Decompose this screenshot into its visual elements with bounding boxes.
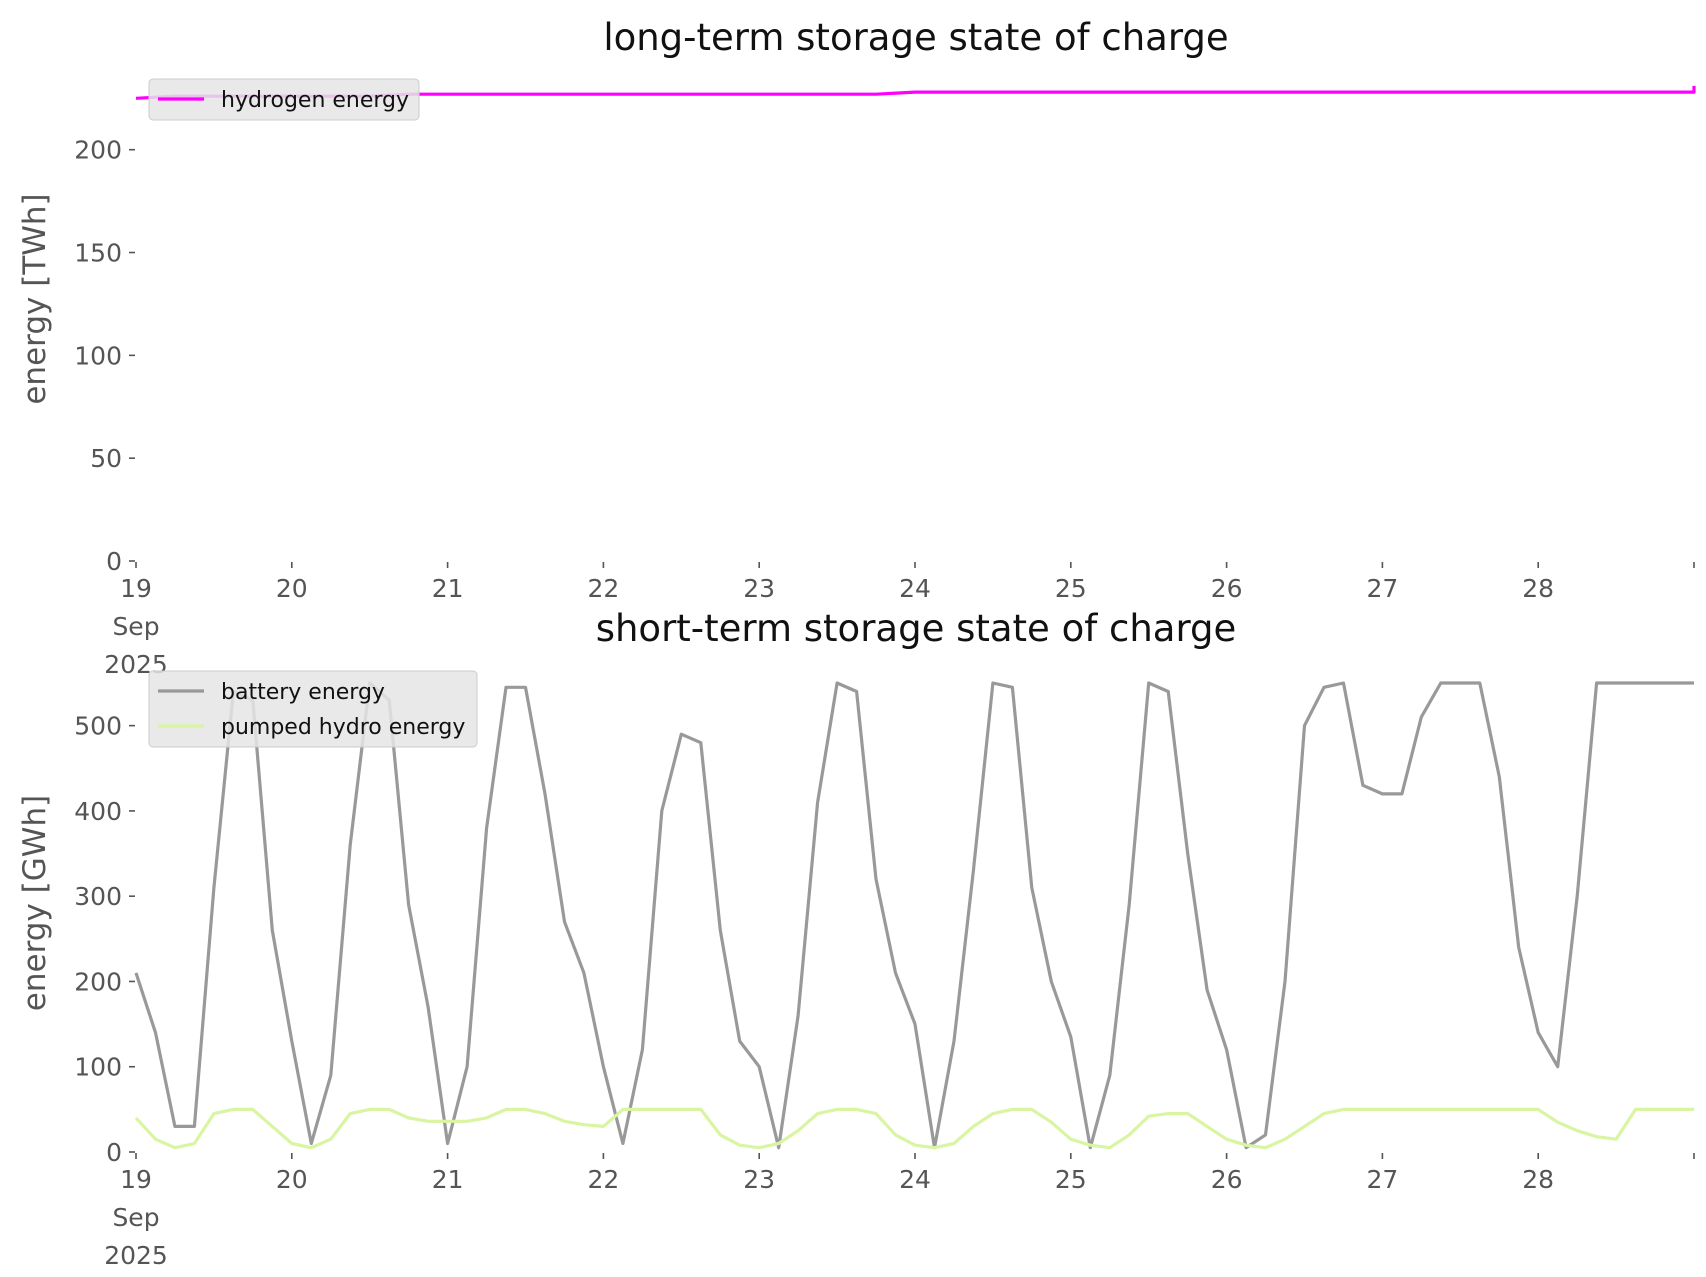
x-tick-label: 21 [432, 1165, 464, 1194]
x-tick-label: 22 [587, 1165, 619, 1194]
x-tick-label: 28 [1522, 574, 1554, 603]
x-ticks: 19 Sep 2025 20 21 22 23 24 25 26 27 28 [104, 562, 1695, 679]
y-tick-label: 0 [106, 547, 122, 576]
series-line-0 [134, 681, 1694, 1150]
y-axis-label: energy [GWh] [17, 795, 53, 1011]
x-tick-label: 26 [1211, 574, 1243, 603]
y-tick-label: 100 [74, 341, 122, 370]
plot-lines [134, 681, 1694, 1150]
y-ticks: 0 50 100 150 200 [74, 136, 135, 576]
x-tick-label: 25 [1055, 574, 1087, 603]
y-tick-label: 100 [74, 1053, 122, 1082]
chart-title: short-term storage state of charge [596, 607, 1237, 650]
y-tick-label: 150 [74, 239, 122, 268]
chart-title: long-term storage state of charge [603, 16, 1228, 59]
x-tick-label: 20 [276, 574, 308, 603]
x-tick-label: 27 [1366, 574, 1398, 603]
x-tick-label: 23 [743, 574, 775, 603]
short-term-panel: short-term storage state of charge energ… [17, 607, 1695, 1270]
legend: battery energy pumped hydro energy [148, 670, 478, 748]
x-tick-label: 23 [743, 1165, 775, 1194]
legend: hydrogen energy [148, 78, 420, 121]
x-tick-label: 22 [587, 574, 619, 603]
y-tick-label: 300 [74, 882, 122, 911]
y-tick-label: 500 [74, 712, 122, 741]
x-tick-label: 20 [276, 1165, 308, 1194]
legend-label: hydrogen energy [221, 88, 409, 113]
legend-box [148, 670, 478, 748]
long-term-panel: long-term storage state of charge energy… [17, 16, 1696, 679]
y-tick-label: 0 [106, 1138, 122, 1167]
x-tick-label: 19 Sep 2025 [104, 1165, 168, 1270]
y-tick-label: 200 [74, 136, 122, 165]
legend-box [148, 78, 420, 121]
x-tick-label: 25 [1055, 1165, 1087, 1194]
legend-label: battery energy [221, 680, 385, 705]
x-tick-label: 24 [899, 574, 931, 603]
x-tick-label: 24 [899, 1165, 931, 1194]
x-tick-label: 27 [1366, 1165, 1398, 1194]
x-tick-label: 21 [432, 574, 464, 603]
series-line-1 [134, 1107, 1694, 1150]
y-axis-label: energy [TWh] [17, 193, 53, 404]
x-tick-label: 28 [1522, 1165, 1554, 1194]
y-tick-label: 400 [74, 797, 122, 826]
legend-label: pumped hydro energy [221, 715, 465, 740]
y-tick-label: 200 [74, 967, 122, 996]
y-ticks: 0 100 200 300 400 500 [74, 712, 135, 1167]
x-tick-label: 19 Sep 2025 [104, 574, 168, 679]
y-tick-label: 50 [90, 444, 122, 473]
x-ticks: 19 Sep 2025 20 21 22 23 24 25 26 27 28 [104, 1153, 1695, 1270]
x-tick-label: 26 [1211, 1165, 1243, 1194]
